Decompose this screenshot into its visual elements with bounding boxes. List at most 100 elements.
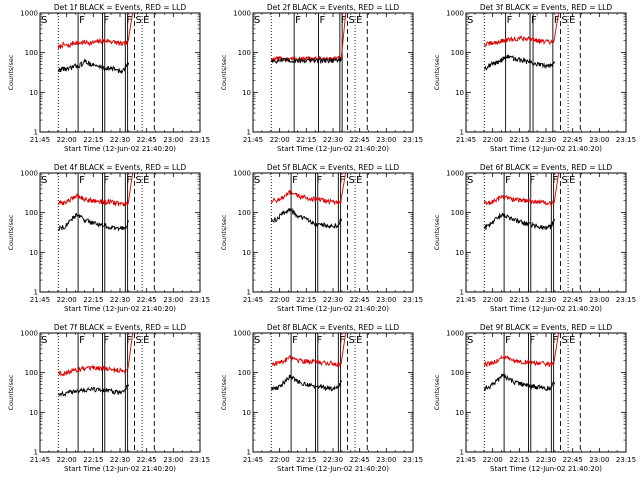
series-black-events — [484, 54, 556, 71]
x-tick-label: 23:00 — [376, 456, 396, 464]
event-label: S — [348, 15, 354, 26]
x-tick-label: 22:30 — [323, 136, 343, 144]
series-red-lld — [270, 13, 347, 63]
x-tick-label: 21:45 — [456, 136, 476, 144]
x-tick-label: 21:45 — [456, 456, 476, 464]
y-tick-label: 100 — [238, 369, 251, 377]
plot-frame — [252, 332, 414, 453]
x-axis-label: Start Time (12-Jun-02 21:40:20) — [64, 465, 176, 473]
y-axis-label: Counts/sec — [433, 374, 441, 410]
chart-title: Det 8f BLACK = Events, RED = LLD — [267, 323, 400, 332]
x-tick-label: 23:00 — [376, 296, 396, 304]
y-tick-label: 10 — [242, 409, 251, 417]
y-tick-label: 10 — [242, 89, 251, 97]
x-tick-label: 23:00 — [163, 296, 183, 304]
y-tick-label: 100 — [451, 209, 464, 217]
event-label: S — [135, 175, 141, 186]
event-label: S — [467, 175, 473, 186]
event-label: S — [254, 15, 260, 26]
event-label: S — [41, 15, 47, 26]
y-tick-label: 100 — [451, 49, 464, 57]
series-black-events — [57, 58, 130, 74]
x-tick-label: 23:15 — [190, 456, 210, 464]
x-tick-label: 22:15 — [509, 296, 529, 304]
series-black-events — [483, 373, 556, 392]
event-label: E — [356, 335, 362, 346]
series-red-lld — [57, 333, 134, 377]
x-tick-label: 22:00 — [270, 456, 290, 464]
event-label: F — [126, 175, 132, 186]
event-label: S — [254, 175, 260, 186]
series-black-events — [483, 212, 556, 231]
x-tick-label: 21:45 — [243, 136, 263, 144]
x-tick-label: 23:00 — [589, 456, 609, 464]
x-tick-label: 22:00 — [270, 296, 290, 304]
y-tick-label: 100 — [25, 209, 38, 217]
event-label: F — [316, 335, 322, 346]
x-tick-label: 23:15 — [403, 296, 423, 304]
event-label: E — [143, 15, 149, 26]
event-label: S — [467, 15, 473, 26]
x-tick-label: 22:30 — [110, 296, 130, 304]
chart-title: Det 3f BLACK = Events, RED = LLD — [480, 3, 613, 12]
y-axis-label: Counts/sec — [7, 54, 15, 90]
series-black-events — [270, 374, 343, 392]
event-label: S — [135, 335, 141, 346]
event-label: S — [467, 335, 473, 346]
event-label: F — [531, 15, 537, 26]
event-label: E — [143, 335, 149, 346]
y-tick-label: 1000 — [446, 10, 464, 18]
y-tick-label: 100 — [25, 369, 38, 377]
x-tick-label: 23:00 — [163, 456, 183, 464]
x-axis-label: Start Time (12-Jun-02 21:40:20) — [277, 465, 389, 473]
x-axis-label: Start Time (12-Jun-02 21:40:20) — [64, 145, 176, 153]
y-tick-label: 1000 — [233, 330, 251, 338]
y-tick-label: 100 — [451, 369, 464, 377]
event-label: S — [561, 335, 567, 346]
y-tick-label: 1 — [247, 289, 251, 297]
series-red-lld — [270, 173, 347, 205]
x-axis-label: Start Time (12-Jun-02 21:40:20) — [277, 145, 389, 153]
y-axis-label: Counts/sec — [7, 214, 15, 250]
x-tick-label: 22:30 — [110, 456, 130, 464]
x-tick-label: 21:45 — [30, 456, 50, 464]
x-tick-label: 22:15 — [296, 296, 316, 304]
y-tick-label: 100 — [238, 209, 251, 217]
event-label: F — [79, 175, 85, 186]
y-tick-label: 10 — [455, 249, 464, 257]
event-label: F — [79, 15, 85, 26]
x-tick-label: 23:15 — [616, 296, 636, 304]
event-label: F — [103, 335, 109, 346]
x-tick-label: 23:00 — [589, 296, 609, 304]
y-tick-label: 1 — [34, 129, 38, 137]
event-label: E — [569, 15, 575, 26]
y-tick-label: 10 — [455, 409, 464, 417]
event-label: F — [339, 335, 345, 346]
y-tick-label: 1 — [34, 449, 38, 457]
x-tick-label: 22:00 — [57, 136, 77, 144]
panel-4: Det 4f BLACK = Events, RED = LLD Counts/s… — [7, 163, 210, 313]
event-label: S — [348, 335, 354, 346]
event-label: F — [339, 175, 345, 186]
x-tick-label: 23:00 — [589, 136, 609, 144]
event-label: E — [569, 175, 575, 186]
x-tick-label: 22:45 — [563, 136, 583, 144]
y-tick-label: 1 — [460, 129, 464, 137]
event-label: F — [126, 335, 132, 346]
x-tick-label: 21:45 — [456, 296, 476, 304]
x-tick-label: 22:00 — [270, 136, 290, 144]
x-tick-label: 23:00 — [163, 136, 183, 144]
y-tick-label: 10 — [29, 249, 38, 257]
x-axis-label: Start Time (12-Jun-02 21:40:20) — [490, 305, 602, 313]
y-tick-label: 1000 — [20, 330, 38, 338]
x-tick-label: 22:15 — [83, 136, 103, 144]
chart-title: Det 1f BLACK = Events, RED = LLD — [54, 3, 187, 12]
series-black-events — [58, 384, 130, 398]
x-tick-label: 22:30 — [323, 296, 343, 304]
event-label: F — [292, 175, 298, 186]
x-tick-label: 22:00 — [483, 456, 503, 464]
x-tick-label: 22:15 — [296, 136, 316, 144]
x-tick-label: 21:45 — [243, 456, 263, 464]
event-label: F — [292, 335, 298, 346]
